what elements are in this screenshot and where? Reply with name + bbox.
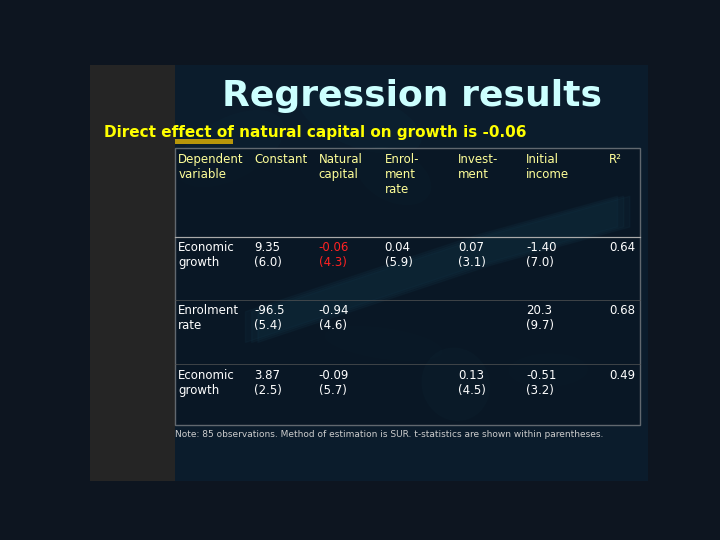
Text: R²: R² [609,153,622,166]
Bar [175,65,648,481]
Text: -96.5
(5.4): -96.5 (5.4) [254,304,285,332]
Text: Economic
growth: Economic growth [179,369,235,397]
Text: Note: 85 observations. Method of estimation is SUR. t-statistics are shown withi: Note: 85 observations. Method of estimat… [175,430,603,439]
Ellipse shape [356,147,431,205]
Ellipse shape [299,85,422,154]
Text: Natural
capital: Natural capital [319,153,362,180]
Bar [90,65,175,481]
Ellipse shape [509,354,588,387]
Ellipse shape [325,326,443,361]
Text: -0.06
(4.3): -0.06 (4.3) [319,241,349,269]
Text: Enrolment
rate: Enrolment rate [179,304,240,332]
Text: Initial
income: Initial income [526,153,570,180]
Text: -0.51
(3.2): -0.51 (3.2) [526,369,557,397]
Text: Regression results: Regression results [222,79,602,113]
Text: 0.04
(5.9): 0.04 (5.9) [384,241,413,269]
Text: Enrol-
ment
rate: Enrol- ment rate [384,153,419,195]
Text: -0.09
(5.7): -0.09 (5.7) [319,369,349,397]
Bar [175,139,233,144]
Text: -0.94
(4.6): -0.94 (4.6) [319,304,349,332]
Text: 20.3
(9.7): 20.3 (9.7) [526,304,554,332]
Text: -1.40
(7.0): -1.40 (7.0) [526,241,557,269]
Text: Constant: Constant [254,153,307,166]
Text: Invest-
ment: Invest- ment [458,153,498,180]
Text: 0.68: 0.68 [609,304,635,318]
Text: 9.35
(6.0): 9.35 (6.0) [254,241,282,269]
Text: 0.64: 0.64 [609,241,635,254]
Text: 0.13
(4.5): 0.13 (4.5) [458,369,486,397]
Text: Direct effect of natural capital on growth is -0.06: Direct effect of natural capital on grow… [104,125,526,140]
Text: Economic
growth: Economic growth [179,241,235,269]
Ellipse shape [176,110,284,187]
Text: 3.87
(2.5): 3.87 (2.5) [254,369,282,397]
Ellipse shape [421,348,490,421]
Text: 0.49: 0.49 [609,369,635,382]
Text: Dependent
variable: Dependent variable [179,153,244,180]
Text: 0.07
(3.1): 0.07 (3.1) [458,241,486,269]
Bar [175,148,640,425]
